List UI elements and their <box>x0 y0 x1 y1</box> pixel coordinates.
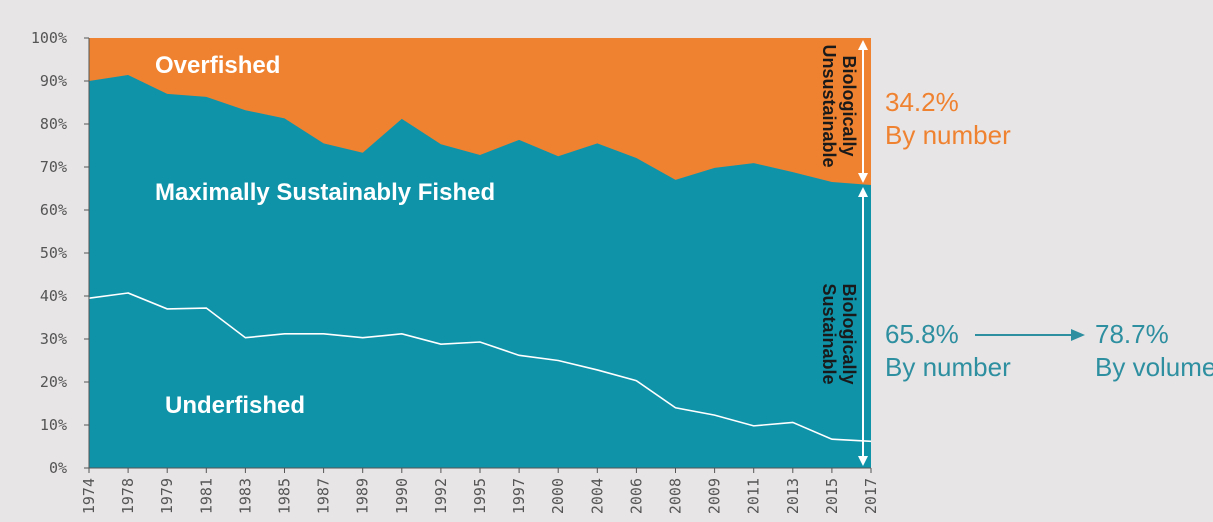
volume-annotation: 78.7% By volume <box>1095 318 1213 384</box>
x-tick-label: 2000 <box>549 478 567 514</box>
y-tick-label: 90% <box>40 72 67 90</box>
sustainable-by-number: By number <box>885 352 1011 382</box>
y-tick-label: 30% <box>40 330 67 348</box>
sustainable-arrow-head-down <box>858 456 868 466</box>
x-tick-label: 1979 <box>158 478 176 514</box>
x-tick-label: 2009 <box>706 478 724 514</box>
sustainable-annotation: 65.8% By number <box>885 318 1011 384</box>
x-tick-label: 1990 <box>393 478 411 514</box>
y-tick-label: 10% <box>40 416 67 434</box>
y-tick-label: 60% <box>40 201 67 219</box>
x-tick-label: 1992 <box>432 478 450 514</box>
x-tick-label: 1997 <box>510 478 528 514</box>
x-tick-label: 1985 <box>276 478 294 514</box>
volume-percent: 78.7% <box>1095 319 1169 349</box>
overfished-percent: 34.2% <box>885 87 959 117</box>
sustainable-percent: 65.8% <box>885 319 959 349</box>
x-tick-label: 2008 <box>667 478 685 514</box>
y-tick-label: 100% <box>31 29 67 47</box>
unsustainable-arrow-head-down <box>858 173 868 184</box>
y-tick-label: 40% <box>40 287 67 305</box>
volume-by-volume: By volume <box>1095 352 1213 382</box>
x-tick-label: 1995 <box>471 478 489 514</box>
y-tick-label: 70% <box>40 158 67 176</box>
unsustainable-arrow-head-up <box>858 40 868 50</box>
overfished-annotation: 34.2% By number <box>885 86 1011 152</box>
x-tick-label: 2011 <box>745 478 763 514</box>
x-tick-label: 1987 <box>315 478 333 514</box>
x-tick-label: 2017 <box>862 478 880 514</box>
x-tick-label: 1983 <box>236 478 254 514</box>
x-tick-label: 1974 <box>80 478 98 514</box>
underfished-line <box>88 292 872 443</box>
x-tick-label: 1978 <box>119 478 137 514</box>
x-tick-label: 2015 <box>823 478 841 514</box>
overfished-label: Overfished <box>155 52 280 79</box>
sustainable-arrow-head-up <box>858 187 868 198</box>
x-tick-label: 2006 <box>627 478 645 514</box>
y-tick-label: 50% <box>40 244 67 262</box>
underfished-label: Underfished <box>165 392 305 419</box>
x-tick-label: 1989 <box>354 478 372 514</box>
sustainable-label-line2: Sustainable <box>819 283 839 384</box>
volume-arrow-head <box>1071 329 1085 341</box>
x-tick-label: 1981 <box>197 478 215 514</box>
volume-arrow-line <box>975 334 1073 336</box>
unsustainable-label-line2: Unsustainable <box>819 44 839 167</box>
sustainable-area <box>89 74 871 468</box>
sustainable-label-line1: Biologically <box>839 283 859 384</box>
overfished-by-number: By number <box>885 120 1011 150</box>
x-tick-label: 2004 <box>588 478 606 514</box>
y-tick-label: 80% <box>40 115 67 133</box>
y-tick-label: 0% <box>49 459 67 477</box>
unsustainable-label-line1: Biologically <box>839 55 859 156</box>
y-tick-label: 20% <box>40 373 67 391</box>
x-tick-label: 2013 <box>784 478 802 514</box>
maximally-sustainable-label: Maximally Sustainably Fished <box>155 179 495 206</box>
